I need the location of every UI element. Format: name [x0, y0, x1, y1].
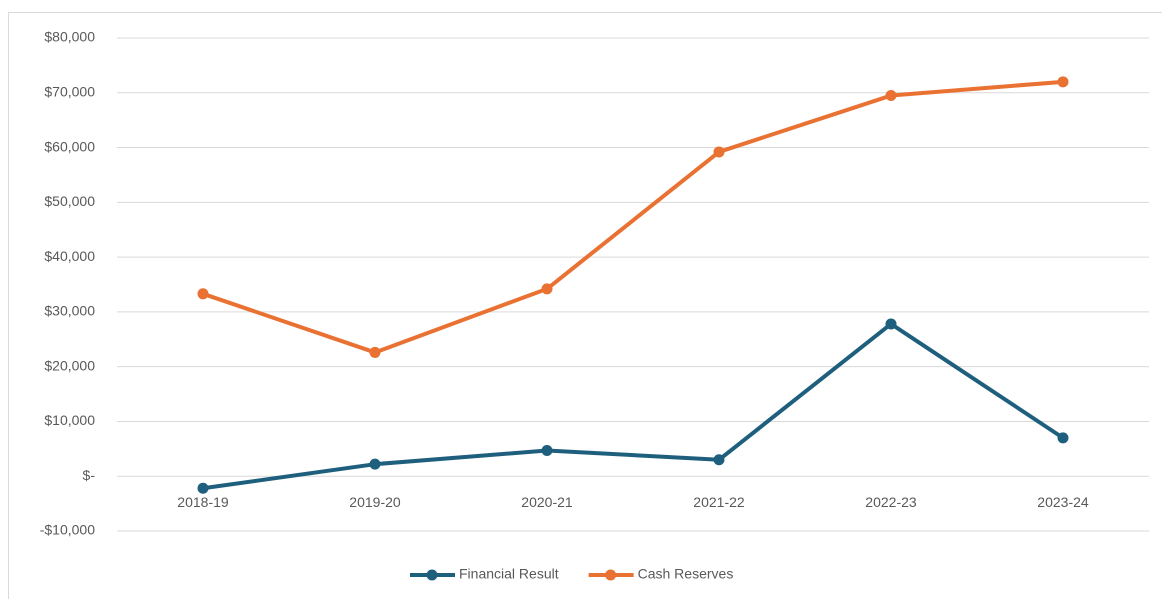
- y-tick-label: $40,000: [44, 248, 95, 264]
- data-point: [713, 454, 725, 466]
- series-line: [201, 79, 1065, 355]
- legend-marker: [426, 569, 438, 581]
- data-point: [197, 482, 209, 494]
- data-point: [541, 283, 553, 295]
- data-point: [1057, 76, 1069, 88]
- data-point: [885, 90, 897, 102]
- y-tick-label: $60,000: [44, 138, 95, 154]
- data-point: [1057, 432, 1069, 444]
- data-point: [885, 318, 897, 330]
- x-tick-label: 2020-21: [521, 494, 573, 510]
- x-tick-label: 2023-24: [1037, 494, 1089, 510]
- y-tick-label: $80,000: [44, 29, 95, 45]
- series-line: [201, 321, 1065, 491]
- y-tick-label: $30,000: [44, 303, 95, 319]
- x-tick-label: 2021-22: [693, 494, 745, 510]
- data-point: [369, 458, 381, 470]
- y-tick-label: $70,000: [44, 83, 95, 99]
- legend-label: Financial Result: [459, 566, 559, 582]
- data-point: [713, 146, 725, 158]
- y-tick-label: -$10,000: [40, 522, 95, 538]
- y-tick-label: $10,000: [44, 412, 95, 428]
- y-tick-label: $20,000: [44, 357, 95, 373]
- y-tick-label: $-: [83, 467, 96, 483]
- y-tick-label: $50,000: [44, 193, 95, 209]
- x-tick-label: 2018-19: [177, 494, 229, 510]
- data-point: [369, 346, 381, 358]
- data-point: [197, 288, 209, 300]
- x-tick-label: 2019-20: [349, 494, 401, 510]
- legend-label: Cash Reserves: [638, 566, 734, 582]
- data-point: [541, 444, 553, 456]
- x-tick-label: 2022-23: [865, 494, 917, 510]
- chart-border: [8, 12, 1162, 599]
- legend-marker: [605, 569, 617, 581]
